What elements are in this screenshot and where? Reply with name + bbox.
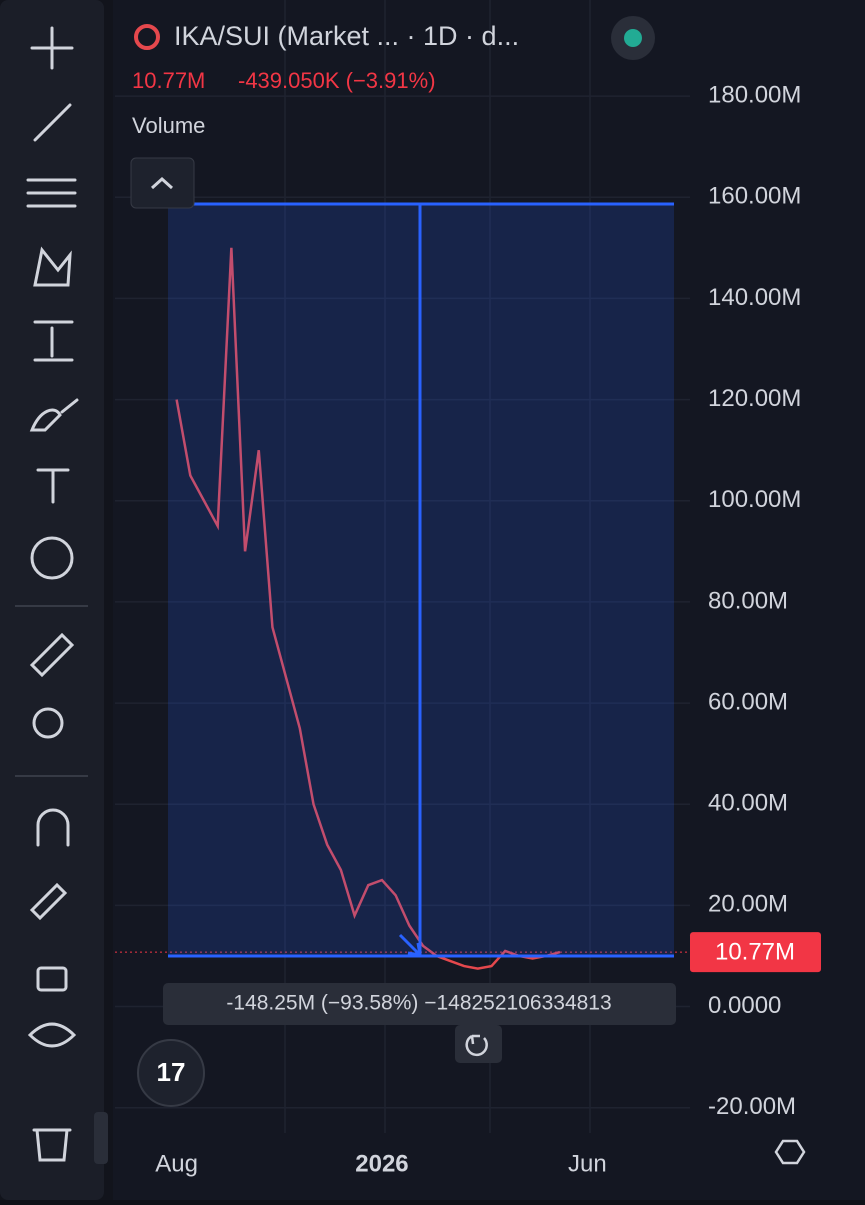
projection-tool[interactable] (33, 320, 74, 362)
trendline-tool[interactable] (33, 103, 72, 142)
pattern-tool[interactable] (33, 246, 72, 287)
last-price: 10.77M (132, 68, 205, 93)
logo[interactable] (137, 1039, 205, 1107)
chevron[interactable] (150, 176, 174, 190)
y-tick-label: 100.00M (708, 486, 801, 513)
y-tick-label: 80.00M (708, 587, 788, 614)
symbol-title[interactable]: IKA/SUI (Market ... · 1D · d... (174, 21, 519, 51)
y-tick-label: 20.00M (708, 891, 788, 918)
y-tick-label: 40.00M (708, 790, 788, 817)
ruler-tool[interactable] (29, 632, 75, 678)
lock-draw-tool[interactable] (29, 882, 68, 921)
pane-title: Volume (132, 113, 205, 138)
last-price-badge (690, 932, 821, 973)
visibility-tool[interactable] (27, 1022, 77, 1048)
reset-icon[interactable] (465, 1034, 488, 1057)
logo-mark: 17 (157, 1057, 186, 1087)
trash-tool[interactable] (32, 1128, 72, 1162)
x-tick-label: 2026 (355, 1150, 408, 1177)
magnet-tool[interactable] (36, 808, 70, 847)
price-line (175, 247, 561, 970)
y-tick-label: 120.00M (708, 385, 801, 412)
measure-label: -148.25M (−93.58%) −148252106334813 (226, 992, 611, 1015)
x-tick-label: Aug (155, 1150, 198, 1177)
x-tick-label: Jun (568, 1150, 607, 1177)
y-tick-label: 140.00M (708, 284, 801, 311)
price-change: -439.050K (−3.91%) (238, 68, 436, 93)
emoji-tool[interactable] (30, 536, 74, 580)
y-tick-label: 180.00M (708, 81, 801, 108)
symbol-icon (134, 24, 160, 50)
y-tick-label: 160.00M (708, 183, 801, 210)
collapse-toolbar[interactable] (94, 1112, 108, 1164)
reset-button[interactable] (455, 1025, 502, 1063)
toolbar (0, 0, 104, 1200)
collapse-pane[interactable] (130, 157, 195, 209)
zoom-tool[interactable] (32, 707, 64, 739)
y-tick-label: 0.0000 (708, 992, 781, 1019)
y-tick-label: 60.00M (708, 688, 788, 715)
lock-tool[interactable] (36, 966, 68, 992)
settings-button[interactable] (774, 1139, 806, 1165)
plot (115, 0, 690, 1133)
measure-box (163, 983, 676, 1025)
toolbar-icons[interactable] (26, 26, 79, 1162)
fib-tool[interactable] (26, 178, 77, 208)
brush-tool[interactable] (29, 398, 79, 432)
header: IKA/SUI (Market ... · 1D · d... 10.77M -… (130, 16, 655, 209)
y-tick-label: -20.00M (708, 1093, 796, 1120)
measure-arrow-head (398, 933, 422, 957)
crosshair-tool[interactable] (30, 26, 74, 70)
last-price-badge-label: 10.77M (715, 938, 795, 965)
status-dot (624, 29, 642, 47)
text-tool[interactable] (36, 468, 70, 504)
